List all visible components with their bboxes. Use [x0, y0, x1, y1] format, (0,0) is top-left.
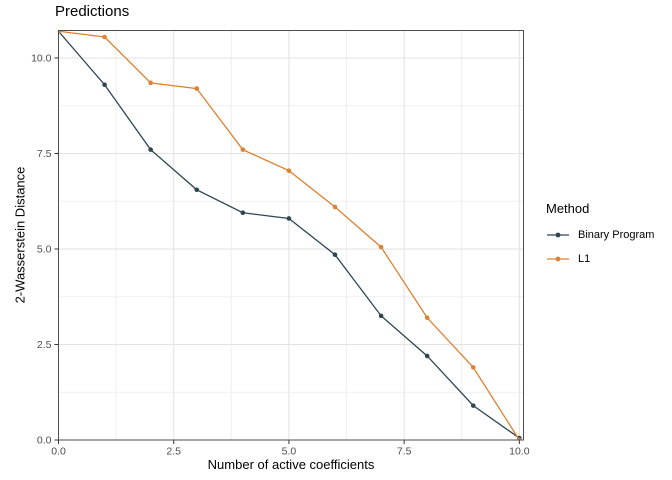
legend-label-binary-program: Binary Program — [578, 229, 655, 241]
data-point-binary-program — [148, 147, 153, 152]
data-point-l1 — [240, 147, 246, 152]
x-tick-label: 2.5 — [166, 446, 181, 458]
legend-entries: Binary Program L1 — [546, 223, 654, 271]
data-point-l1 — [194, 86, 200, 91]
y-tick-label: 10.0 — [31, 53, 52, 65]
data-point-l1 — [148, 80, 153, 86]
x-tick-label: 10.0 — [509, 446, 530, 458]
x-tick-label: 0.0 — [51, 446, 66, 458]
data-point-binary-program — [470, 403, 476, 408]
data-point-binary-program — [102, 82, 107, 88]
series-layer — [58, 30, 522, 440]
data-point-l1 — [378, 244, 384, 250]
x-tick-label: 7.5 — [397, 446, 412, 458]
data-point-binary-program — [286, 216, 292, 221]
data-point-binary-program — [240, 210, 246, 216]
data-point-l1 — [286, 168, 292, 173]
y-tick-label: 2.5 — [37, 339, 52, 351]
panel-background — [58, 30, 524, 440]
x-tick-label: 5.0 — [282, 446, 297, 458]
y-tick-label: 0.0 — [37, 435, 52, 447]
legend-title: Method — [546, 201, 590, 216]
panel-border — [58, 30, 524, 441]
legend-key-icon-binary-program — [547, 232, 569, 238]
y-axis-title: 2-Wasserstein Distance — [12, 166, 28, 304]
legend-entry-l1: L1 — [546, 247, 654, 271]
data-point-binary-program — [194, 187, 200, 193]
legend-label-l1: L1 — [578, 253, 591, 265]
data-point-l1 — [517, 437, 522, 440]
x-axis-title: Number of active coefficients — [207, 457, 375, 472]
data-point-l1 — [58, 30, 61, 34]
y-tick-label: 5.0 — [37, 244, 52, 256]
legend-entry-binary-program: Binary Program — [546, 223, 654, 247]
data-point-l1 — [470, 365, 476, 370]
data-point-l1 — [102, 34, 107, 40]
data-point-l1 — [332, 204, 338, 210]
chart-title: Predictions — [55, 3, 130, 20]
data-point-binary-program — [378, 313, 384, 319]
data-point-l1 — [424, 315, 430, 321]
data-point-binary-program — [424, 353, 430, 359]
legend-key-icon-l1 — [547, 256, 569, 262]
y-tick-label: 7.5 — [37, 148, 52, 160]
data-point-binary-program — [332, 252, 338, 258]
legend: Method Binary Program L1 — [546, 201, 654, 271]
